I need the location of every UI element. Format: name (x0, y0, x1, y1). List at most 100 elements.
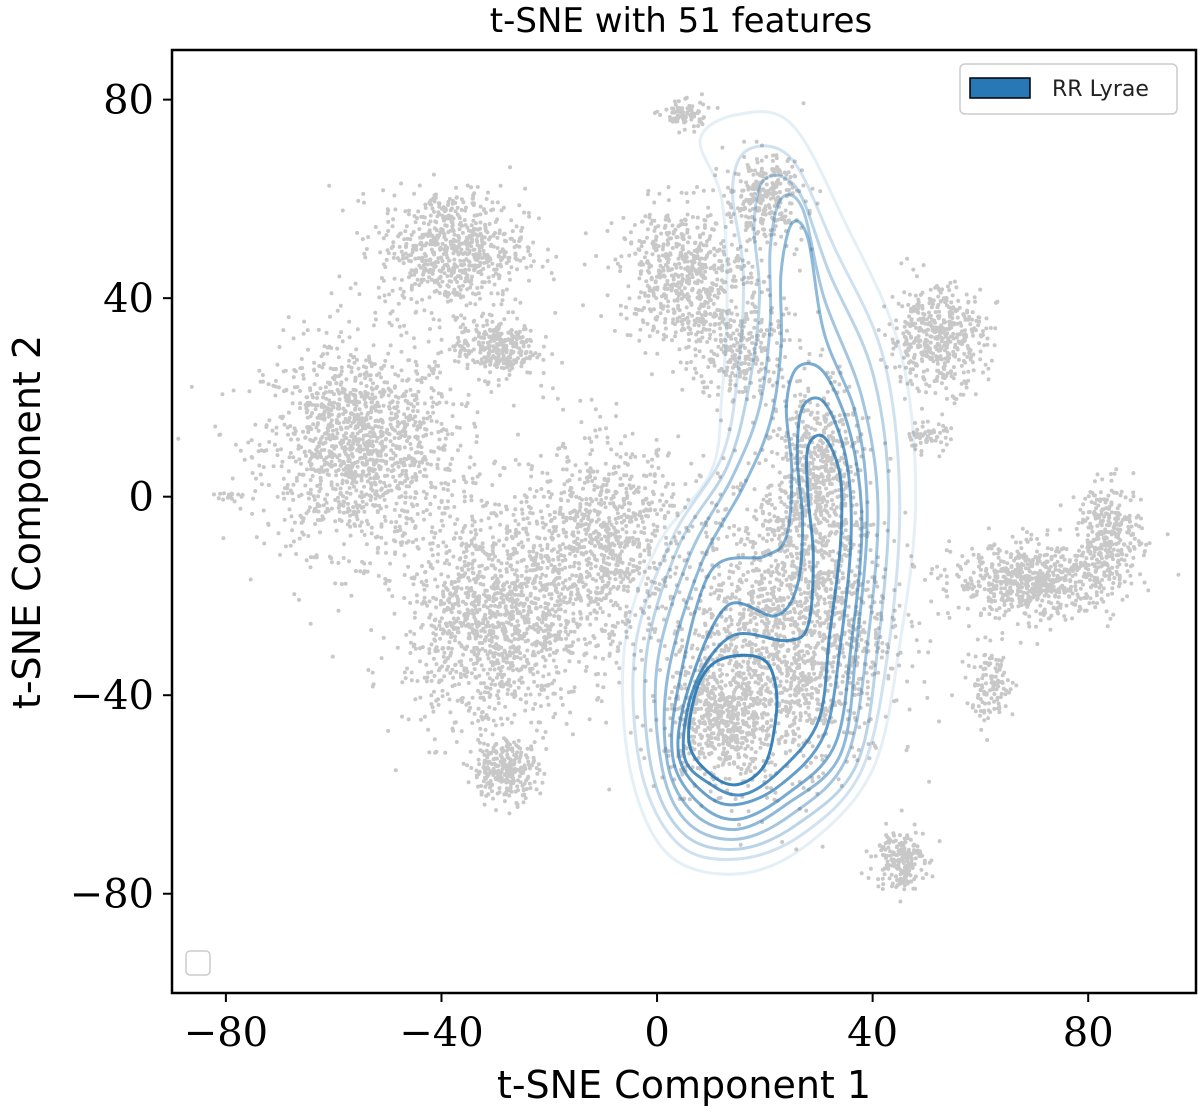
data-point (546, 682, 551, 687)
data-point (482, 252, 487, 257)
data-point (406, 418, 411, 423)
data-point (759, 340, 764, 345)
data-point (360, 416, 365, 421)
data-point (383, 518, 388, 523)
data-point (660, 492, 665, 497)
data-point (505, 716, 510, 721)
data-point (319, 402, 324, 407)
data-point (347, 415, 352, 420)
data-point (434, 260, 439, 264)
data-point (395, 317, 400, 322)
data-point (417, 227, 422, 232)
data-point (481, 324, 486, 328)
data-point (324, 396, 329, 401)
data-point (327, 183, 332, 188)
data-point (464, 303, 469, 308)
data-point (325, 351, 330, 356)
data-point (340, 445, 345, 450)
data-point (593, 544, 597, 548)
data-point (374, 404, 379, 409)
data-point (308, 555, 313, 560)
data-point (376, 424, 381, 429)
data-point (432, 624, 436, 629)
data-point (642, 509, 646, 513)
data-point (486, 516, 491, 521)
data-point (422, 714, 427, 719)
data-point (438, 284, 443, 289)
data-point (563, 545, 568, 550)
data-point (574, 494, 579, 499)
data-point (495, 246, 500, 250)
data-point (433, 577, 438, 582)
data-point (561, 467, 565, 472)
data-point (439, 350, 444, 355)
data-point (392, 507, 397, 512)
data-point (668, 574, 673, 579)
data-point (363, 462, 368, 467)
data-point (456, 238, 461, 243)
data-point (538, 453, 543, 458)
data-point (435, 375, 440, 380)
data-point (540, 684, 545, 689)
data-point (396, 409, 401, 414)
data-point (435, 584, 440, 589)
data-point (587, 717, 592, 722)
data-point (528, 593, 533, 598)
data-point (339, 582, 344, 587)
data-point (383, 444, 388, 449)
data-point (431, 656, 436, 661)
data-point (319, 416, 323, 421)
data-point (327, 554, 332, 559)
data-point (518, 300, 523, 305)
data-point (555, 396, 560, 401)
data-point (414, 394, 419, 398)
data-point (529, 474, 534, 479)
data-point (613, 530, 618, 535)
data-point (440, 694, 445, 699)
data-point (336, 499, 341, 504)
data-point (616, 515, 621, 520)
data-point (621, 498, 626, 503)
data-point (548, 495, 553, 500)
data-point (617, 504, 622, 509)
data-point (404, 540, 409, 545)
data-point (512, 740, 517, 745)
data-point (288, 543, 293, 548)
data-point (322, 409, 327, 414)
data-point (527, 337, 532, 342)
data-point (450, 414, 455, 419)
data-point (513, 458, 518, 462)
data-point (292, 592, 297, 597)
data-point (341, 510, 346, 515)
data-point (539, 548, 544, 552)
data-point (290, 528, 295, 533)
data-point (498, 672, 503, 677)
data-point (504, 790, 509, 795)
data-point (437, 204, 442, 209)
data-point (506, 258, 511, 263)
data-point (479, 245, 484, 250)
data-point (525, 746, 530, 751)
data-point (317, 413, 322, 418)
data-point (422, 467, 427, 472)
data-point (335, 482, 340, 487)
data-point (641, 501, 646, 506)
data-point (364, 502, 369, 507)
data-point (496, 701, 501, 706)
data-point (417, 183, 422, 188)
data-point (555, 550, 560, 555)
data-point (403, 229, 408, 234)
data-point (368, 481, 373, 486)
data-point (365, 569, 370, 574)
data-point (491, 796, 495, 801)
data-point (545, 542, 550, 547)
data-point (389, 448, 394, 453)
data-point (493, 661, 498, 666)
data-point (475, 576, 480, 581)
data-point (362, 394, 367, 399)
data-point (526, 537, 531, 542)
data-point (478, 528, 483, 532)
data-point (445, 631, 450, 636)
data-point (381, 403, 386, 408)
data-point (502, 582, 507, 587)
